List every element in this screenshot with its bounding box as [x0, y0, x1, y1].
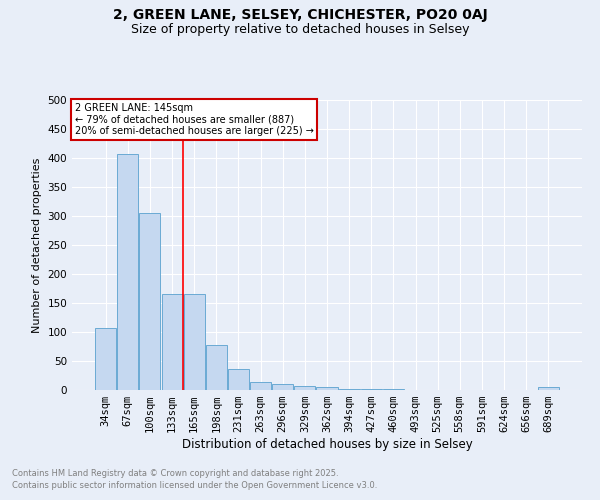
- Bar: [95, 328, 116, 390]
- X-axis label: Distribution of detached houses by size in Selsey: Distribution of detached houses by size …: [182, 438, 472, 451]
- Bar: [139, 213, 160, 390]
- Bar: [295, 386, 316, 390]
- Text: Contains public sector information licensed under the Open Government Licence v3: Contains public sector information licen…: [12, 481, 377, 490]
- Bar: [228, 369, 249, 390]
- Text: 2 GREEN LANE: 145sqm
← 79% of detached houses are smaller (887)
20% of semi-deta: 2 GREEN LANE: 145sqm ← 79% of detached h…: [74, 103, 313, 136]
- Bar: [206, 346, 227, 390]
- Bar: [316, 387, 338, 390]
- Bar: [272, 384, 293, 390]
- Bar: [184, 294, 205, 390]
- Text: 2, GREEN LANE, SELSEY, CHICHESTER, PO20 0AJ: 2, GREEN LANE, SELSEY, CHICHESTER, PO20 …: [113, 8, 487, 22]
- Bar: [161, 294, 182, 390]
- Bar: [118, 154, 139, 390]
- Text: Contains HM Land Registry data © Crown copyright and database right 2025.: Contains HM Land Registry data © Crown c…: [12, 468, 338, 477]
- Bar: [338, 389, 359, 390]
- Text: Size of property relative to detached houses in Selsey: Size of property relative to detached ho…: [131, 22, 469, 36]
- Bar: [538, 387, 559, 390]
- Y-axis label: Number of detached properties: Number of detached properties: [32, 158, 42, 332]
- Bar: [250, 382, 271, 390]
